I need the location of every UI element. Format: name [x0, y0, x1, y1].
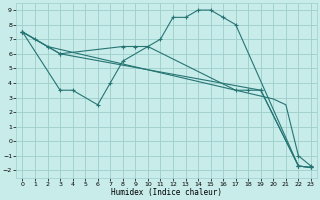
X-axis label: Humidex (Indice chaleur): Humidex (Indice chaleur) — [111, 188, 222, 197]
